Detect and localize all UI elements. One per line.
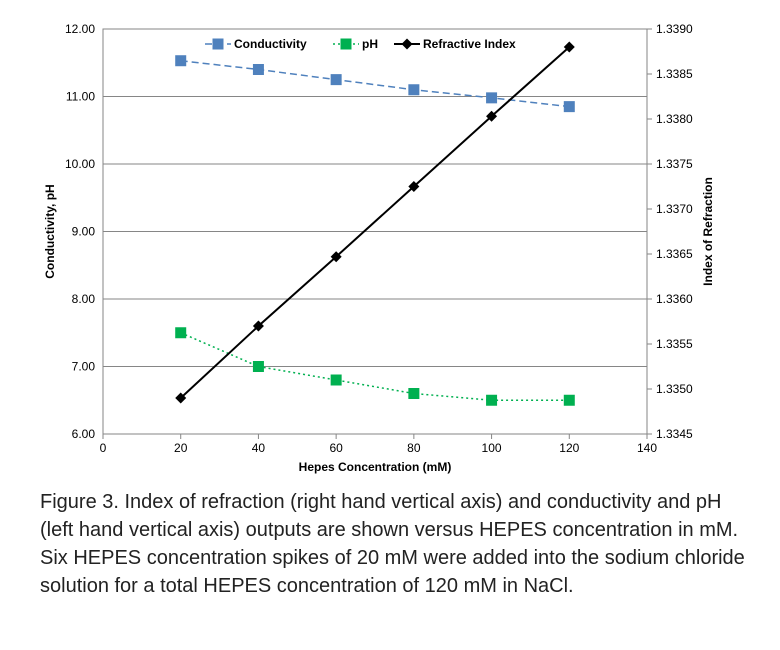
y2-tick-label: 1.3370: [656, 202, 693, 216]
data-point: [486, 110, 498, 122]
data-point: [175, 392, 187, 404]
x-tick-label: 20: [174, 441, 188, 455]
x-tick-label: 140: [637, 441, 657, 455]
series-ph: [175, 327, 575, 406]
y-axis-right: 1.3345 1.3350 1.3355 1.3360 1.3365 1.3370 1.33…: [647, 22, 693, 441]
x-tick-label: 0: [100, 441, 107, 455]
y-tick-label: 9.00: [72, 225, 96, 239]
gridlines: [103, 28, 647, 435]
y2-tick-label: 1.3360: [656, 292, 693, 306]
data-point: [408, 84, 420, 96]
plot-area: [102, 28, 648, 435]
legend-marker: [401, 38, 413, 50]
x-tick-label: 40: [252, 441, 266, 455]
x-tick-label: 60: [329, 441, 343, 455]
x-axis-title: Hepes Concentration (mM): [299, 460, 452, 474]
data-point: [175, 55, 187, 67]
y2-tick-label: 1.3365: [656, 247, 693, 261]
series-line: [180, 46, 570, 399]
legend-marker: [212, 38, 224, 50]
y2-tick-label: 1.3375: [656, 157, 693, 171]
data-point: [330, 374, 342, 386]
chart: 0 20 40 60 80 100 120 140 6.00 7.00 8.00 9.00 10.00…: [43, 22, 715, 474]
data-point: [252, 64, 264, 75]
data-point: [330, 251, 342, 263]
y-tick-label: 6.00: [72, 427, 96, 441]
data-point: [252, 320, 264, 332]
x-tick-label: 80: [407, 441, 421, 455]
data-point: [330, 74, 342, 86]
legend-marker: [340, 38, 352, 50]
y2-tick-label: 1.3350: [656, 382, 693, 396]
y-axis-left: 6.00 7.00 8.00 9.00 10.00 11.00 12.00: [65, 22, 95, 441]
x-axis: 0 20 40 60 80 100 120 140: [100, 434, 657, 455]
y-tick-label: 7.00: [72, 360, 96, 374]
data-point: [252, 361, 264, 372]
legend-label: Conductivity: [234, 37, 307, 51]
figure-caption: Figure 3. Index of refraction (right han…: [40, 491, 745, 597]
legend: Conductivity pH Refractive Index: [205, 37, 516, 51]
series-line: [180, 332, 570, 401]
data-point: [563, 41, 575, 53]
data-point: [563, 101, 575, 113]
data-point: [486, 394, 498, 406]
y2-axis-title: Index of Refraction: [701, 177, 715, 286]
y-tick-label: 11.00: [66, 90, 95, 104]
series-group: [175, 41, 575, 406]
x-tick-label: 100: [482, 441, 502, 455]
y2-tick-label: 1.3390: [656, 22, 693, 36]
y2-tick-label: 1.3385: [656, 67, 693, 81]
data-point: [408, 388, 420, 399]
data-point: [175, 327, 187, 339]
y-tick-label: 10.00: [65, 157, 95, 171]
legend-label: pH: [362, 37, 378, 51]
y-tick-label: 8.00: [72, 292, 96, 306]
x-tick-label: 120: [559, 441, 579, 455]
series-conductivity: [175, 55, 575, 113]
data-point: [408, 181, 420, 192]
data-point: [563, 394, 575, 406]
y2-tick-label: 1.3380: [656, 112, 693, 126]
y2-tick-label: 1.3345: [656, 427, 693, 441]
y2-tick-label: 1.3355: [656, 337, 693, 351]
data-point: [486, 92, 498, 104]
y-axis-title: Conductivity, pH: [43, 184, 57, 278]
series-refractive-index: [175, 41, 575, 404]
y-tick-label: 12.00: [65, 22, 95, 36]
legend-label: Refractive Index: [423, 37, 516, 51]
